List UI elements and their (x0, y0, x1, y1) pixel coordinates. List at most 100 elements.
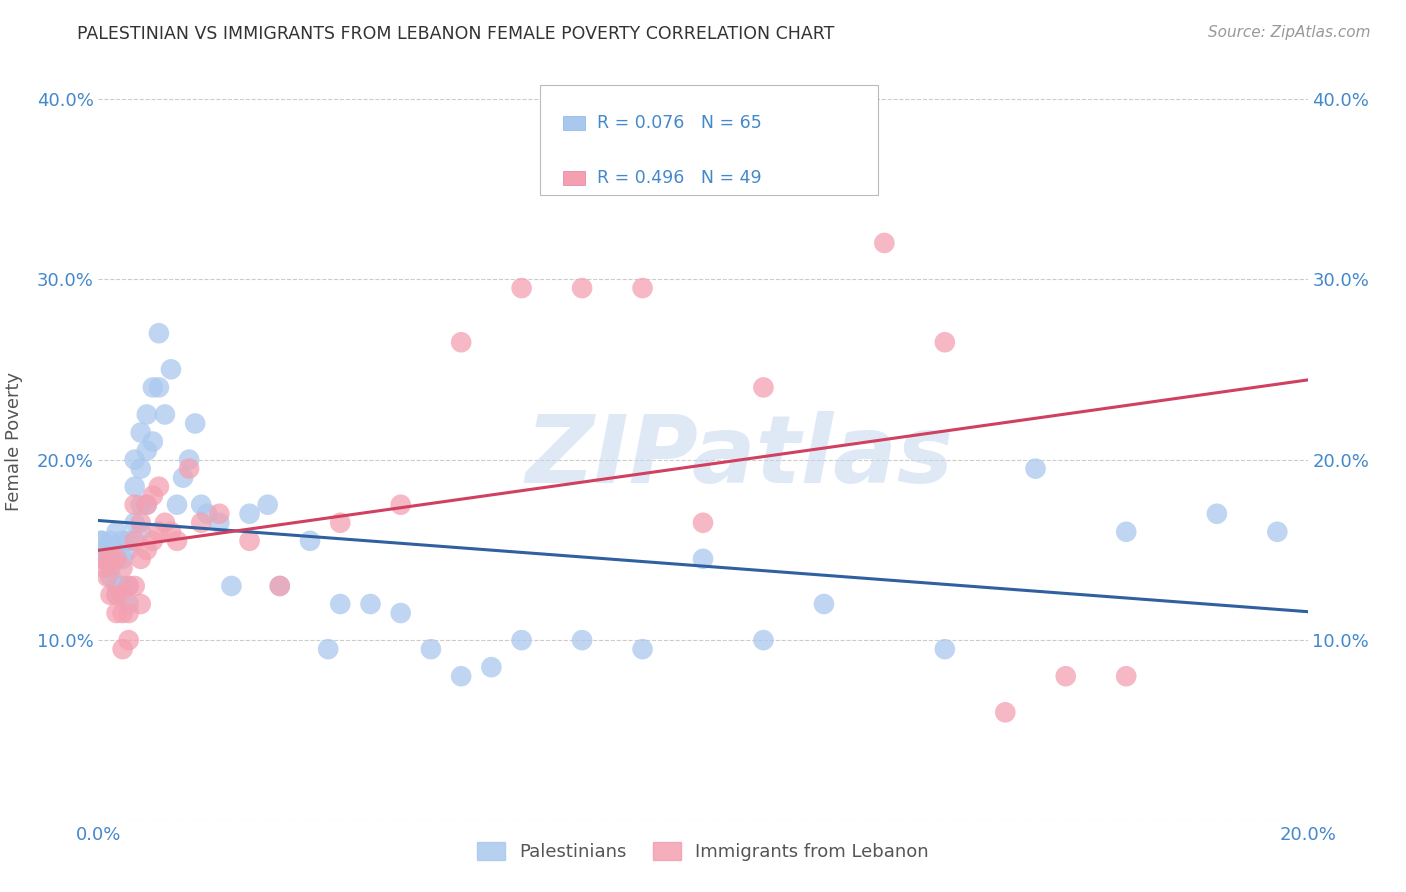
Point (105, 524, 128, 539)
Point (142, 434, 165, 449)
Point (934, 642, 956, 657)
Point (1054, 669, 1077, 683)
Point (510, 633, 533, 648)
Point (135, 408, 157, 422)
Point (256, 498, 278, 512)
Point (111, 588, 134, 602)
Point (1267, 524, 1289, 539)
Point (93, 552, 115, 566)
Point (124, 480, 146, 494)
Point (148, 480, 170, 494)
Point (96, 552, 118, 566)
Point (135, 443, 157, 458)
Point (692, 516, 714, 530)
Point (1115, 669, 1137, 683)
Point (111, 533, 134, 548)
Point (118, 606, 141, 620)
Legend: Palestinians, Immigrants from Lebanon: Palestinians, Immigrants from Lebanon (470, 835, 936, 869)
Point (190, 516, 212, 530)
Point (124, 516, 146, 530)
Point (111, 606, 134, 620)
Point (100, 561, 122, 575)
Point (118, 542, 141, 557)
Point (111, 552, 134, 566)
Point (994, 706, 1017, 720)
Point (124, 498, 146, 512)
Point (118, 579, 141, 593)
Point (142, 380, 165, 394)
Point (166, 498, 188, 512)
Point (118, 533, 141, 548)
Point (179, 461, 201, 475)
Point (142, 489, 165, 503)
Point (142, 533, 165, 548)
Point (450, 669, 472, 683)
Point (118, 633, 141, 648)
Point (118, 597, 141, 611)
Point (129, 516, 152, 530)
Point (813, 597, 835, 611)
Point (90, 552, 112, 566)
Point (103, 542, 125, 557)
Point (420, 642, 443, 657)
Point (692, 552, 714, 566)
Point (124, 452, 146, 467)
Point (105, 606, 128, 620)
Point (93, 542, 115, 557)
Point (124, 533, 146, 548)
Point (111, 579, 134, 593)
Point (179, 452, 201, 467)
Point (450, 335, 472, 350)
Point (190, 498, 212, 512)
Point (299, 533, 322, 548)
Point (100, 588, 122, 602)
Point (269, 579, 291, 593)
FancyBboxPatch shape (562, 171, 585, 185)
Point (221, 579, 243, 593)
Point (129, 498, 152, 512)
Point (329, 597, 352, 611)
Point (752, 380, 775, 394)
Y-axis label: Female Poverty: Female Poverty (4, 372, 22, 511)
Point (873, 235, 896, 250)
Point (389, 498, 412, 512)
Point (100, 552, 122, 566)
Point (105, 579, 128, 593)
Point (135, 498, 157, 512)
Point (90, 533, 112, 548)
Point (118, 579, 141, 593)
Point (160, 362, 183, 376)
Text: ZIPatlas: ZIPatlas (526, 410, 953, 503)
Point (129, 552, 152, 566)
Point (813, 128, 835, 142)
FancyBboxPatch shape (540, 85, 879, 195)
Point (208, 507, 231, 521)
Point (111, 642, 134, 657)
Point (148, 524, 170, 539)
Point (105, 588, 128, 602)
Point (1024, 461, 1046, 475)
Point (934, 335, 956, 350)
Point (208, 516, 231, 530)
Point (129, 425, 152, 440)
Point (129, 461, 152, 475)
Point (571, 633, 593, 648)
Point (481, 660, 503, 674)
Point (239, 533, 262, 548)
Point (631, 281, 654, 295)
Text: PALESTINIAN VS IMMIGRANTS FROM LEBANON FEMALE POVERTY CORRELATION CHART: PALESTINIAN VS IMMIGRANTS FROM LEBANON F… (77, 25, 835, 43)
Point (195, 507, 218, 521)
Point (360, 597, 382, 611)
FancyBboxPatch shape (562, 116, 585, 130)
Point (269, 579, 291, 593)
Text: R = 0.496   N = 49: R = 0.496 N = 49 (596, 169, 761, 186)
Point (571, 281, 593, 295)
Point (1115, 524, 1137, 539)
Point (160, 524, 183, 539)
Point (166, 533, 188, 548)
Point (129, 524, 152, 539)
Point (239, 507, 262, 521)
Point (129, 597, 152, 611)
Point (93, 561, 115, 575)
Point (316, 642, 339, 657)
